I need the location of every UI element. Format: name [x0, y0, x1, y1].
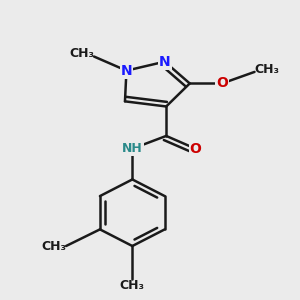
Text: CH₃: CH₃ [120, 279, 145, 292]
Text: O: O [216, 76, 228, 90]
Text: N: N [159, 55, 170, 69]
Text: CH₃: CH₃ [254, 63, 280, 76]
Text: O: O [190, 142, 202, 156]
Text: N: N [121, 64, 132, 78]
Text: NH: NH [122, 142, 143, 155]
Text: CH₃: CH₃ [69, 47, 94, 61]
Text: CH₃: CH₃ [41, 239, 66, 253]
